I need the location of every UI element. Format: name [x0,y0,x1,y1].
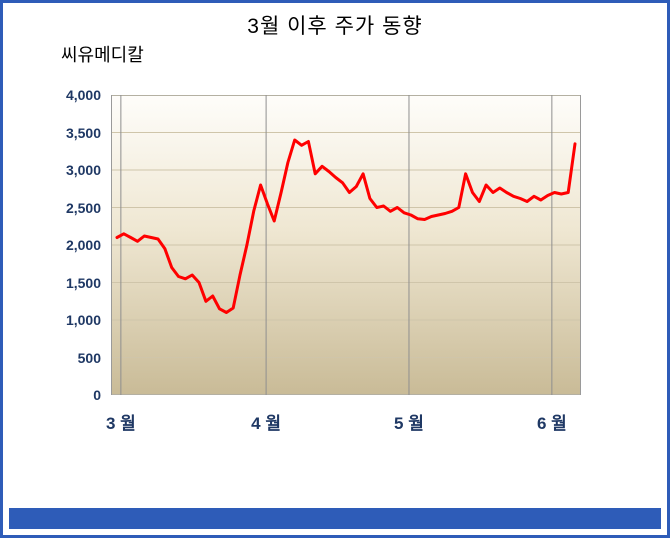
y-tick-label: 3,000 [65,162,101,178]
y-tick-label: 1,000 [65,312,101,328]
y-tick-label: 2,000 [65,237,101,253]
x-tick-label: 5 월 [394,414,424,433]
line-chart [111,95,581,395]
y-tick-label: 4,000 [65,87,101,103]
y-tick-label: 0 [93,387,101,403]
series-label: 씨유메디칼 [61,45,144,65]
chart-area: 0 500 1,000 1,500 2,000 2,500 3,000 3,500 4,000 [35,87,667,403]
y-tick-label: 500 [77,349,101,366]
chart-title: 3월 이후 주가 동향 [247,15,423,38]
x-tick-label: 6 월 [536,414,567,433]
x-axis-labels: 3 월 4 월 5 월 6 월 [106,409,581,435]
x-tick-label: 4 월 [251,414,282,433]
y-axis-labels: 0 500 1,000 1,500 2,000 2,500 3,000 3,500 4,000 [35,87,111,403]
price-line [115,138,577,314]
x-tick-label: 3 월 [105,414,136,433]
y-tick-label: 3,500 [65,124,101,141]
y-tick-label: 1,500 [65,274,101,291]
y-tick-label: 2,500 [65,199,101,216]
bottom-bar [9,508,661,529]
